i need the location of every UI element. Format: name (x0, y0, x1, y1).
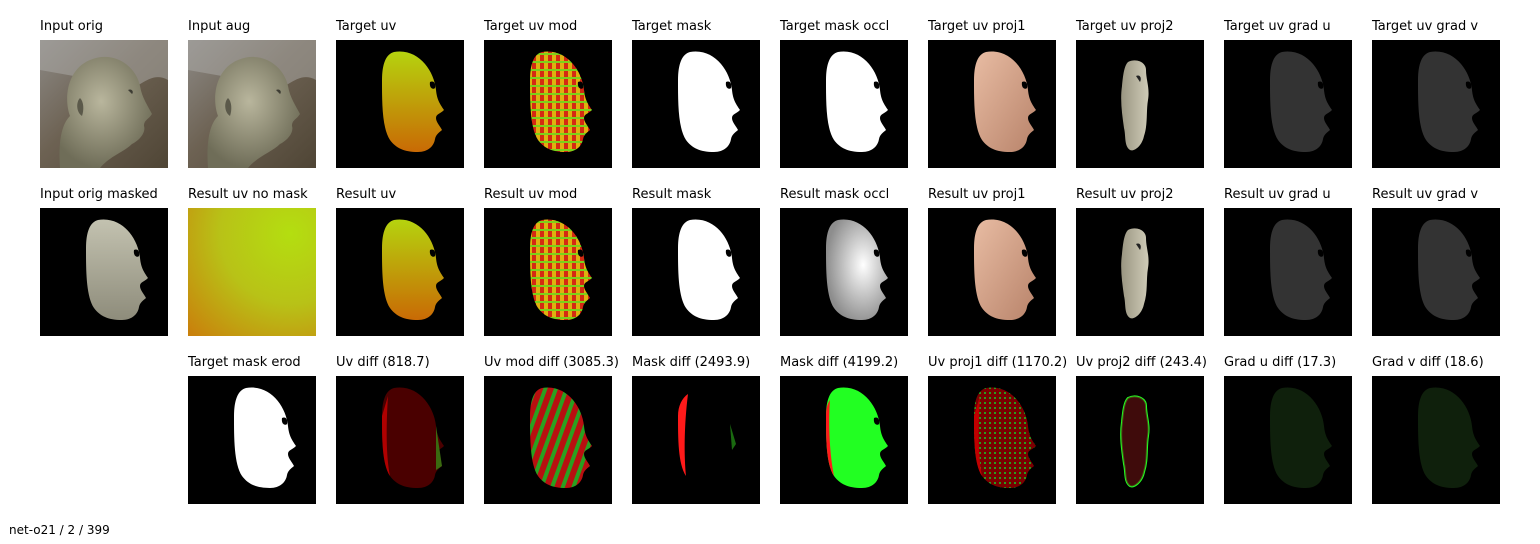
panel-title: Uv proj1 diff (1170.2) (928, 355, 1068, 370)
panel-title: Target uv (336, 19, 397, 34)
panel-image (484, 40, 612, 168)
panel-image (632, 208, 760, 336)
panel-title: Mask diff (4199.2) (780, 355, 899, 370)
panel-image (632, 40, 760, 168)
panel-image (336, 208, 464, 336)
panel-title: Target uv proj1 (928, 19, 1026, 34)
panel-image (928, 208, 1056, 336)
panel-title: Input orig masked (40, 187, 158, 202)
panel-title: Target mask erod (188, 355, 301, 370)
panel-image (1076, 376, 1204, 504)
panel-title: Result uv no mask (188, 187, 308, 202)
panel-title: Target mask (632, 19, 712, 34)
panel-image (40, 40, 168, 168)
panel-image (1224, 208, 1352, 336)
panel-title: Result uv (336, 187, 397, 202)
panel-image (188, 40, 316, 168)
panel-image (484, 376, 612, 504)
panel-title: Result uv mod (484, 187, 578, 202)
panel-title: Grad v diff (18.6) (1372, 355, 1484, 370)
panel-image (1372, 376, 1500, 504)
panel-image (188, 376, 316, 504)
panel-title: Result mask occl (780, 187, 890, 202)
panel-title: Mask diff (2493.9) (632, 355, 751, 370)
panel-title: Result uv proj2 (1076, 187, 1174, 202)
panel-title: Grad u diff (17.3) (1224, 355, 1337, 370)
panel-image (188, 208, 316, 336)
panel-title: Uv proj2 diff (243.4) (1076, 355, 1207, 370)
panel-title: Result uv grad v (1372, 187, 1479, 202)
panel-image (780, 376, 908, 504)
footer-caption: net-o21 / 2 / 399 (9, 523, 110, 537)
panel-image (1224, 40, 1352, 168)
panel-image (928, 40, 1056, 168)
panel-title: Target uv mod (484, 19, 578, 34)
panel-image (632, 376, 760, 504)
panel-title: Input orig (40, 19, 103, 34)
panel-title: Target uv grad u (1224, 19, 1331, 34)
panel-image (484, 208, 612, 336)
panel-title: Result mask (632, 187, 712, 202)
panel-image (928, 376, 1056, 504)
panel-image (780, 40, 908, 168)
panel-title: Target mask occl (780, 19, 890, 34)
panel-image (336, 40, 464, 168)
panel-image (1076, 208, 1204, 336)
panel-title: Result uv proj1 (928, 187, 1026, 202)
panel-title: Uv diff (818.7) (336, 355, 430, 370)
panel-title: Target uv grad v (1372, 19, 1479, 34)
panel-image (1372, 40, 1500, 168)
panel-image (336, 376, 464, 504)
panel-image (1372, 208, 1500, 336)
panel-image (1224, 376, 1352, 504)
panel-title: Target uv proj2 (1076, 19, 1174, 34)
panel-image (40, 208, 168, 336)
panel-title: Uv mod diff (3085.3) (484, 355, 619, 370)
panel-title: Result uv grad u (1224, 187, 1331, 202)
panel-image (1076, 40, 1204, 168)
panel-title: Input aug (188, 19, 251, 34)
panel-image (780, 208, 908, 336)
